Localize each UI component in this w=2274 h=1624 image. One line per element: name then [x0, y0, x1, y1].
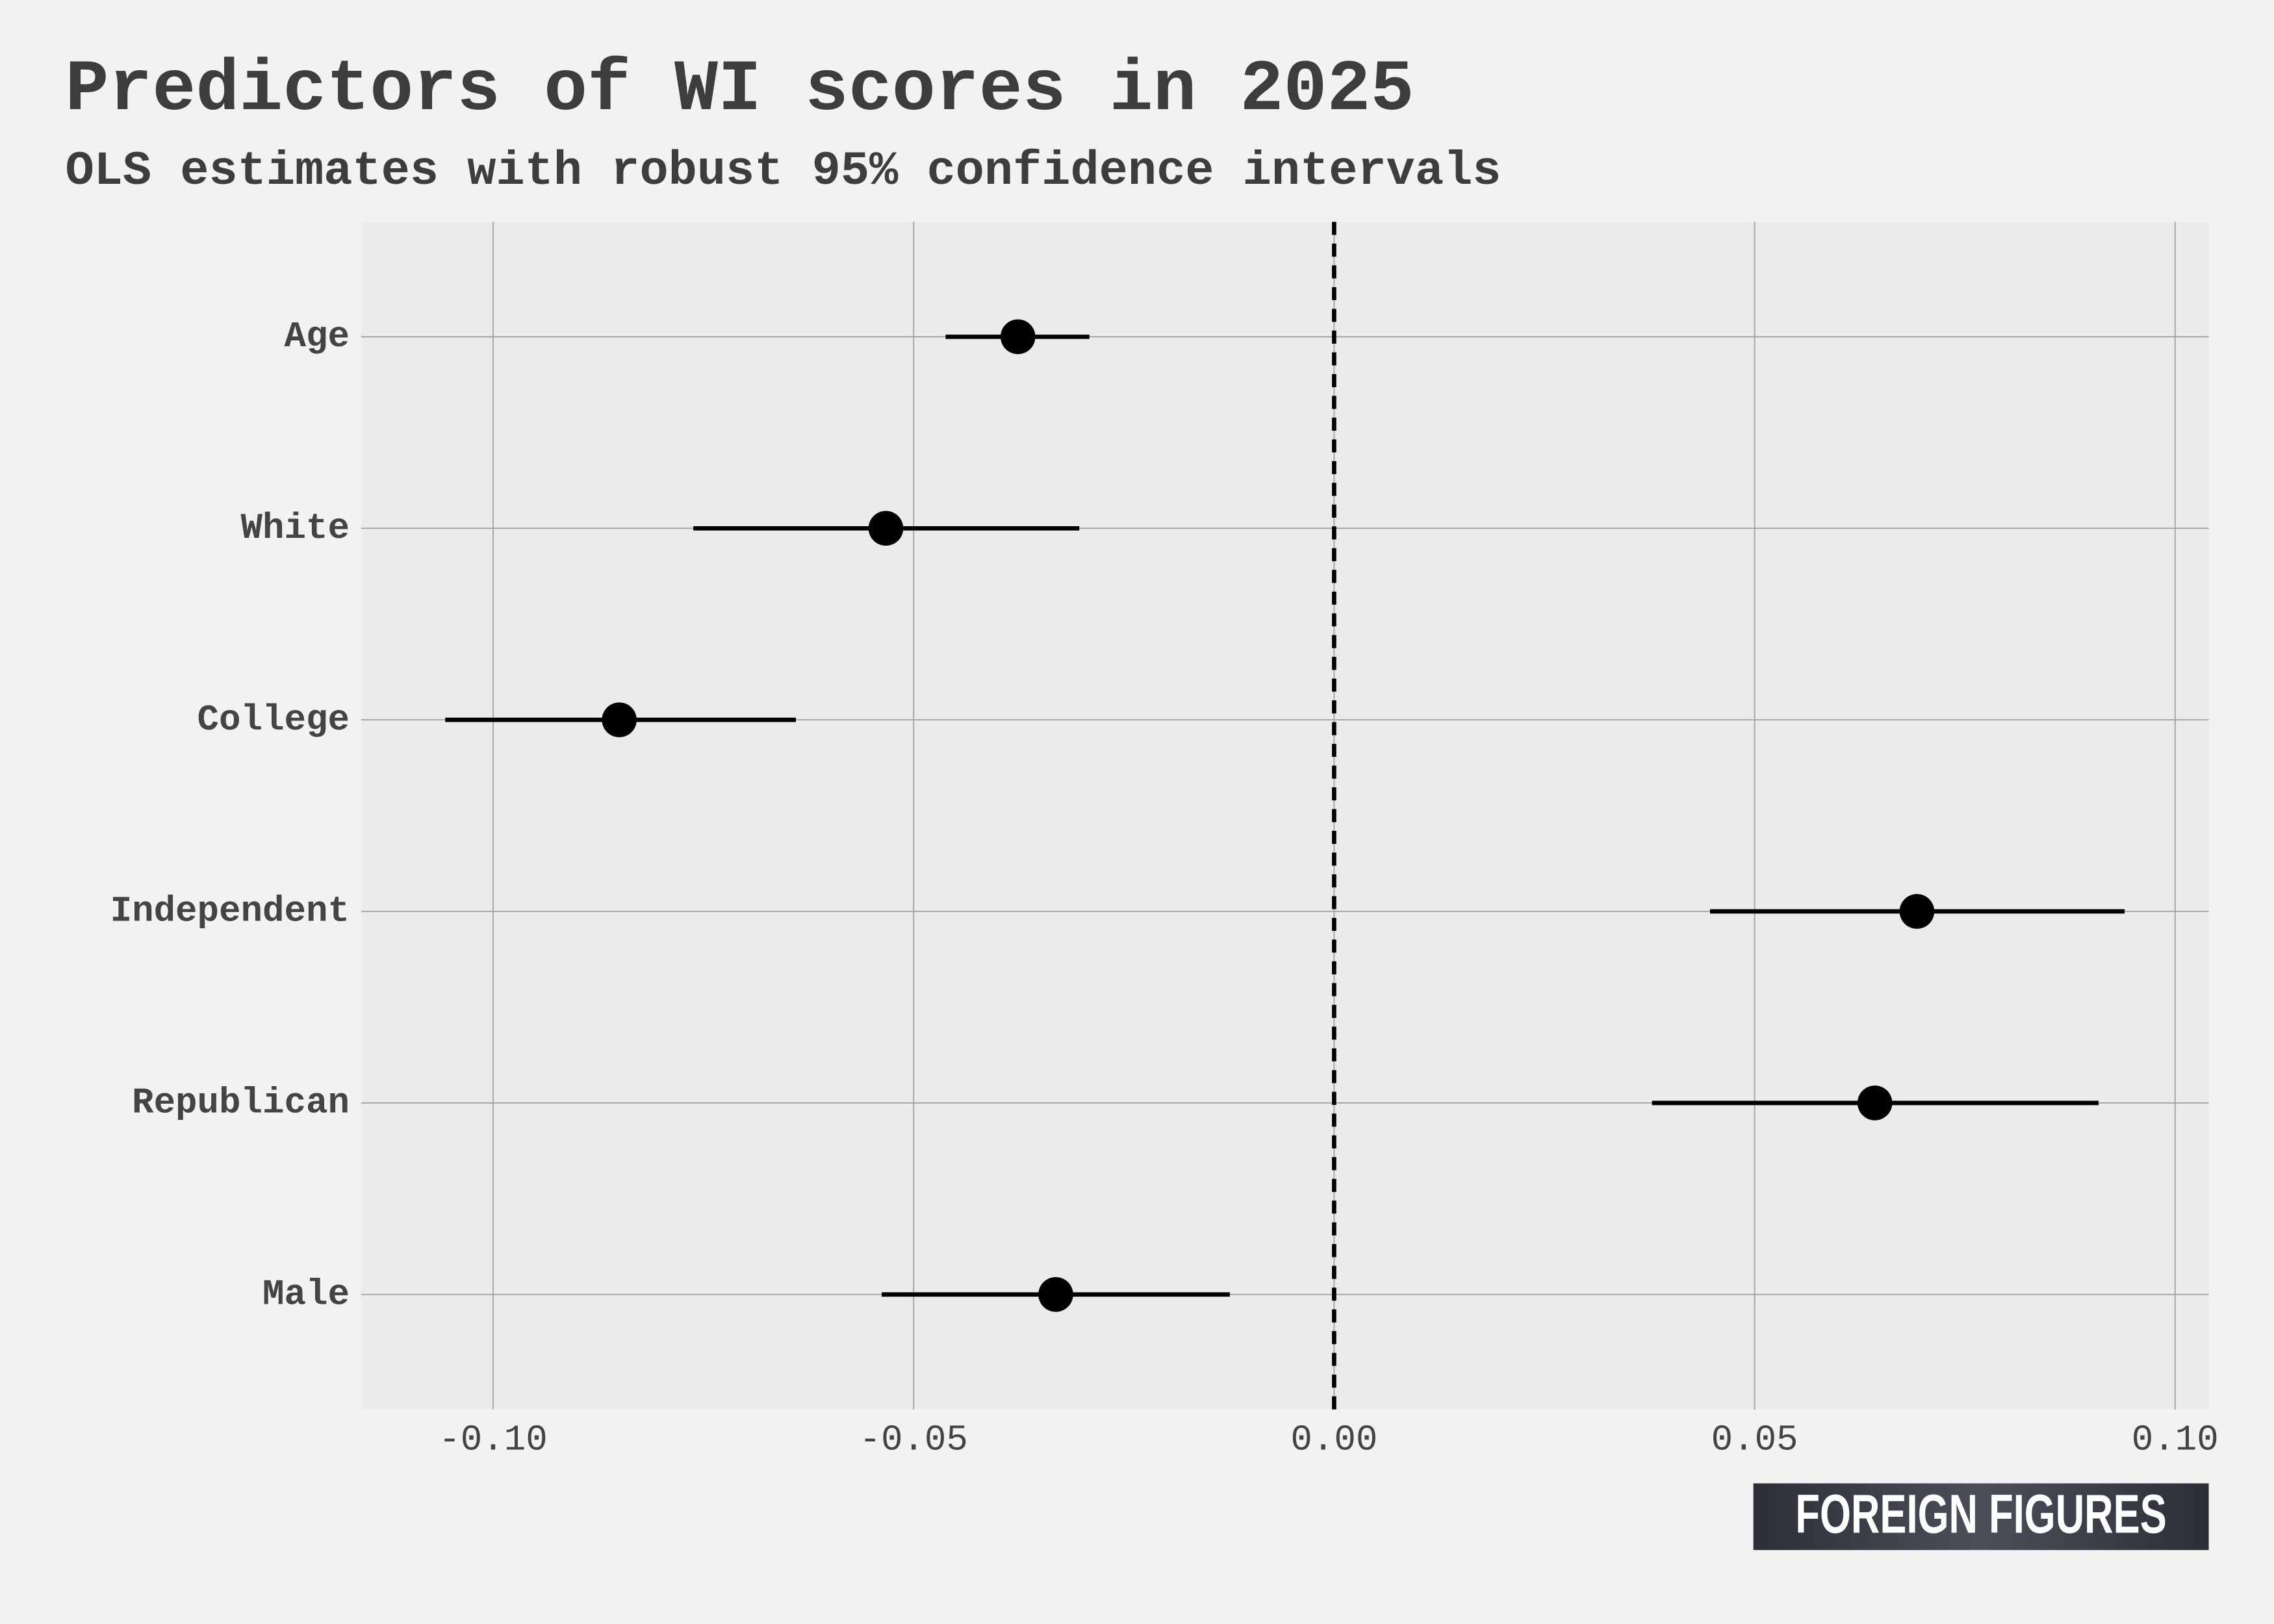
y-tick-label: Independent: [110, 891, 350, 932]
y-tick-label: White: [241, 508, 350, 549]
y-tick-label: College: [198, 700, 350, 741]
x-tick-label: -0.05: [859, 1419, 967, 1460]
chart-subtitle: OLS estimates with robust 95% confidence…: [65, 145, 1501, 199]
y-tick-label: Republican: [132, 1083, 350, 1124]
x-tick-label: 0.00: [1290, 1419, 1377, 1460]
logo-box: [1753, 1483, 2209, 1551]
point-estimate: [1857, 1085, 1893, 1121]
chart-title: Predictors of WI scores in 2025: [65, 49, 1414, 131]
point-estimate: [1000, 319, 1036, 355]
point-estimate: [1899, 894, 1935, 929]
x-tick-label: 0.10: [2132, 1419, 2219, 1460]
x-tick-label: 0.05: [1711, 1419, 1798, 1460]
y-tick-label: Age: [284, 316, 349, 357]
x-tick-label: -0.10: [439, 1419, 547, 1460]
plot-area: [361, 222, 2209, 1410]
point-estimate: [602, 702, 637, 737]
point-estimate: [868, 511, 904, 546]
point-estimate: [1038, 1276, 1073, 1312]
logo: FOREIGN FIGURES: [1795, 1482, 2166, 1544]
y-tick-label: Male: [262, 1274, 350, 1315]
